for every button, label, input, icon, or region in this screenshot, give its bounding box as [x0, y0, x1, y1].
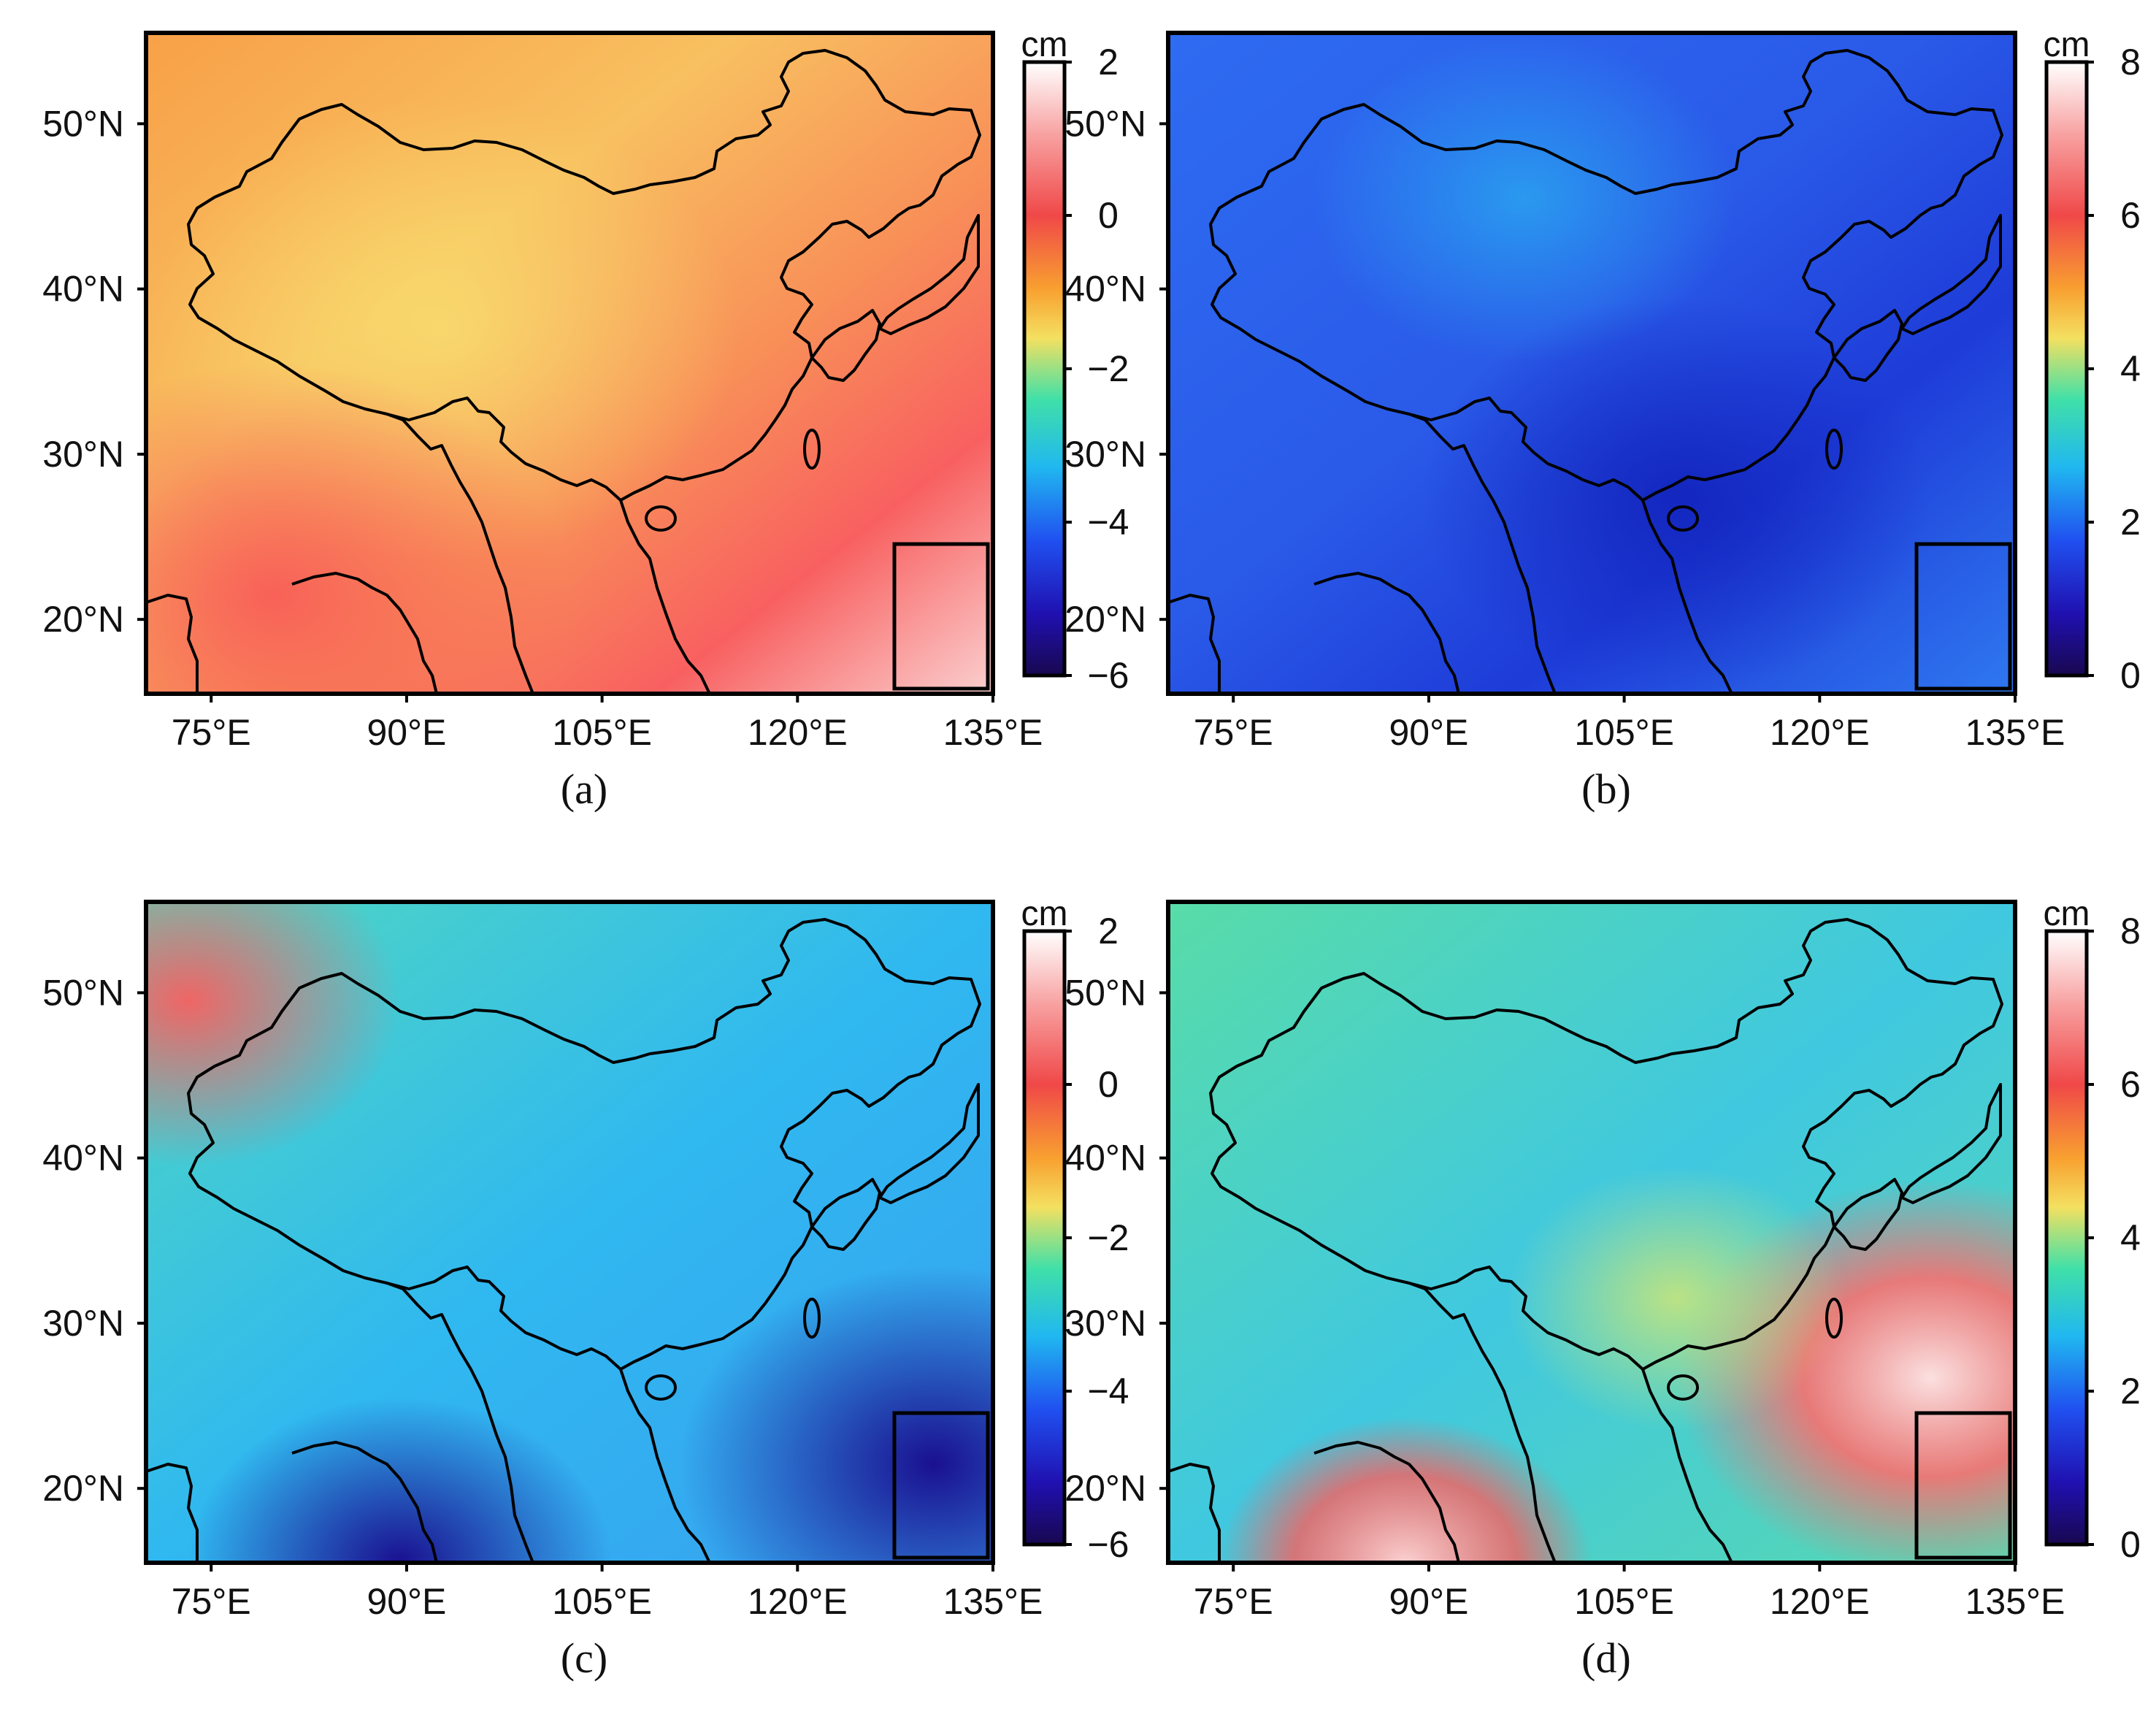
colorbar-unit: cm — [2044, 895, 2090, 933]
map-frame — [1166, 31, 2017, 696]
map-frame — [144, 900, 995, 1565]
south-china-sea-inset — [1914, 542, 2012, 691]
south-china-sea-inset — [892, 1411, 990, 1560]
map-frame — [1166, 900, 2017, 1565]
lat-tick-label: 40°N — [42, 269, 124, 310]
lat-tick-label: 30°N — [42, 1303, 124, 1344]
map-field-b — [1167, 33, 2015, 695]
map-field-c — [145, 902, 993, 1564]
colorbar-b: cm 8 6 4 2 0 — [2044, 26, 2141, 696]
colorbar-tick-label: −6 — [1087, 1524, 1129, 1565]
colorbar-unit: cm — [2044, 26, 2090, 64]
colorbar-a: cm 2 0 −2 −4 −6 — [1021, 26, 1129, 696]
lat-tick-label: 20°N — [1064, 599, 1146, 640]
panel-b: 50°N 40°N 30°N 20°N 75°E 90°E 105°E 120°E 135°E (… — [1064, 26, 2141, 813]
colorbar-c: cm 2 0 −2 −4 −6 — [1021, 895, 1129, 1565]
colorbar-tick-label: 0 — [2120, 655, 2141, 696]
colorbar-tick-label: −4 — [1087, 1371, 1129, 1412]
map-frame — [144, 31, 995, 696]
lon-tick-label: 75°E — [172, 712, 251, 753]
lat-tick-label: 30°N — [42, 434, 124, 475]
colorbar-tick-label: 4 — [2120, 348, 2141, 389]
panel-label: (c) — [561, 1634, 607, 1682]
lon-tick-label: 120°E — [1770, 1581, 1870, 1622]
colorbar-tick-label: −4 — [1087, 502, 1129, 543]
lon-tick-label: 135°E — [1965, 712, 2065, 753]
panel-c: 50°N 40°N 30°N 20°N 75°E 90°E 105°E 120°E 135°E (… — [42, 895, 1129, 1682]
lat-tick-label: 20°N — [1064, 1468, 1146, 1509]
colorbar-tick-label: −2 — [1087, 1217, 1129, 1258]
panel-d: 50°N 40°N 30°N 20°N 75°E 90°E 105°E 120°E 135°E (… — [1064, 895, 2141, 1682]
colorbar-tick-label: 4 — [2120, 1217, 2141, 1258]
colorbar-tick-label: 2 — [1098, 911, 1119, 952]
lon-tick-label: 105°E — [552, 1581, 652, 1622]
map-field-d — [1167, 902, 2015, 1564]
lon-tick-label: 75°E — [1194, 712, 1273, 753]
lat-tick-label: 40°N — [42, 1138, 124, 1179]
colorbar-gradient — [1024, 62, 1064, 675]
panel-label: (b) — [1581, 765, 1631, 813]
lon-tick-label: 120°E — [748, 1581, 848, 1622]
lat-tick-label: 40°N — [1064, 269, 1146, 310]
lon-tick-label: 90°E — [1389, 712, 1468, 753]
lat-tick-label: 40°N — [1064, 1138, 1146, 1179]
lon-tick-label: 75°E — [1194, 1581, 1273, 1622]
lon-tick-label: 90°E — [367, 1581, 446, 1622]
lat-tick-label: 50°N — [42, 972, 124, 1013]
panel-label: (a) — [561, 765, 607, 813]
lat-tick-label: 20°N — [42, 1468, 124, 1509]
colorbar-tick-label: 8 — [2120, 911, 2141, 952]
colorbar-tick-label: −6 — [1087, 655, 1129, 696]
lat-tick-label: 20°N — [42, 599, 124, 640]
colorbar-gradient — [1024, 931, 1064, 1545]
colorbar-tick-label: 0 — [1098, 195, 1119, 236]
colorbar-tick-label: 2 — [2120, 502, 2141, 543]
colorbar-tick-label: 2 — [1098, 42, 1119, 83]
colorbar-tick-label: 6 — [2120, 1064, 2141, 1105]
colorbar-gradient — [2046, 62, 2087, 675]
colorbar-d: cm 8 6 4 2 0 — [2044, 895, 2141, 1565]
lat-tick-label: 50°N — [1064, 972, 1146, 1013]
colorbar-gradient — [2046, 931, 2087, 1545]
lon-tick-label: 120°E — [1770, 712, 1870, 753]
lon-tick-label: 105°E — [552, 712, 652, 753]
colorbar-tick-label: −2 — [1087, 348, 1129, 389]
lon-tick-label: 135°E — [943, 1581, 1043, 1622]
colorbar-tick-label: 8 — [2120, 42, 2141, 83]
colorbar-tick-label: 6 — [2120, 195, 2141, 236]
colorbar-unit: cm — [1021, 895, 1068, 933]
lat-tick-label: 30°N — [1064, 1303, 1146, 1344]
lon-tick-label: 135°E — [943, 712, 1043, 753]
lon-tick-label: 105°E — [1574, 1581, 1674, 1622]
south-china-sea-inset — [892, 542, 990, 691]
lon-tick-label: 105°E — [1574, 712, 1674, 753]
lat-tick-label: 50°N — [42, 103, 124, 144]
lon-tick-label: 135°E — [1965, 1581, 2065, 1622]
colorbar-tick-label: 0 — [2120, 1524, 2141, 1565]
lon-tick-label: 90°E — [367, 712, 446, 753]
lat-tick-label: 50°N — [1064, 103, 1146, 144]
lon-tick-label: 120°E — [748, 712, 848, 753]
colorbar-tick-label: 2 — [2120, 1371, 2141, 1412]
lat-tick-label: 30°N — [1064, 434, 1146, 475]
panel-label: (d) — [1581, 1634, 1631, 1682]
map-field-a — [145, 33, 993, 695]
lon-tick-label: 90°E — [1389, 1581, 1468, 1622]
lon-tick-label: 75°E — [172, 1581, 251, 1622]
colorbar-unit: cm — [1021, 26, 1068, 64]
panel-a: 50°N 40°N 30°N 20°N 75°E 90°E 105°E 120°E 135°E (… — [42, 26, 1129, 813]
colorbar-tick-label: 0 — [1098, 1064, 1119, 1105]
south-china-sea-inset — [1914, 1411, 2012, 1560]
